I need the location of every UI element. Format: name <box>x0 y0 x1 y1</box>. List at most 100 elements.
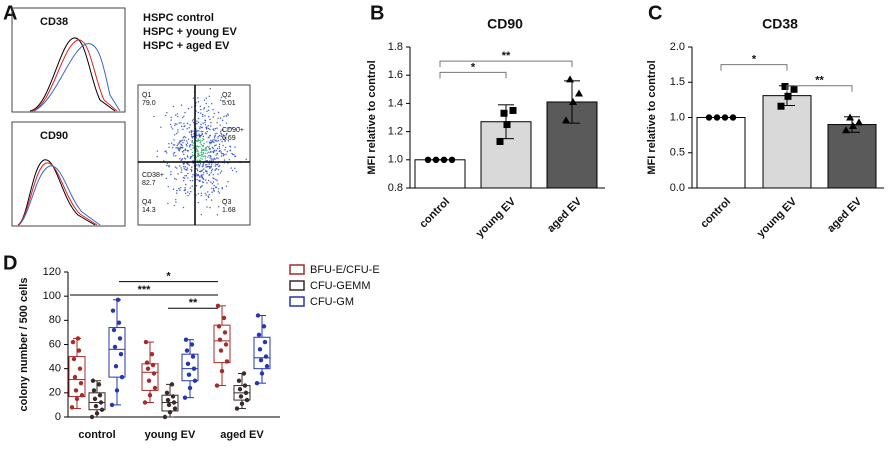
event-dot <box>184 192 187 195</box>
histogram-frame <box>11 121 126 227</box>
point <box>114 388 120 393</box>
event-dot <box>199 163 202 165</box>
event-dot <box>190 132 193 134</box>
event-dot <box>217 183 219 185</box>
histogram-curve <box>17 159 96 226</box>
point <box>91 388 97 393</box>
event-dot <box>219 130 222 133</box>
event-dot <box>210 181 212 183</box>
event-dot <box>225 122 228 124</box>
event-dot <box>225 134 228 136</box>
event-dot <box>206 152 209 154</box>
event-dot <box>212 158 214 160</box>
event-dot <box>177 173 179 175</box>
point <box>569 97 577 105</box>
event-dot <box>191 120 194 122</box>
event-dot <box>172 188 175 190</box>
event-dot <box>184 158 187 160</box>
event-dot <box>156 155 158 158</box>
event-dot <box>197 193 200 195</box>
event-dot <box>198 133 200 135</box>
event-dot <box>216 127 218 129</box>
x-tick-label: aged EV <box>545 195 585 235</box>
event-dot <box>227 140 230 142</box>
event-dot <box>188 127 190 129</box>
point <box>144 360 150 365</box>
event-dot <box>221 152 223 155</box>
point <box>185 361 191 367</box>
event-dot <box>183 139 185 141</box>
event-dot <box>209 128 211 131</box>
event-dot <box>167 185 169 188</box>
point <box>169 382 175 387</box>
event-dot <box>170 126 173 128</box>
event-dot <box>190 191 192 193</box>
event-dot <box>190 130 193 133</box>
event-dot <box>217 191 220 193</box>
event-dot <box>201 140 203 142</box>
event-dot <box>206 182 208 184</box>
event-dot <box>206 130 209 133</box>
event-dot <box>184 175 186 177</box>
event-dot <box>224 146 227 149</box>
event-dot <box>188 193 191 195</box>
event-dot <box>173 151 176 154</box>
event-dot <box>197 152 200 154</box>
y-tick-label: 1.8 <box>388 41 403 53</box>
y-axis-label: MFI relative to control <box>646 60 658 174</box>
event-dot <box>174 134 176 136</box>
event-dot <box>173 155 175 157</box>
event-dot <box>192 130 194 132</box>
event-dot <box>187 163 189 166</box>
event-dot <box>199 141 202 143</box>
event-dot <box>180 143 182 145</box>
event-dot <box>186 145 188 147</box>
event-dot <box>184 187 186 189</box>
event-dot <box>206 159 208 162</box>
event-dot <box>214 145 216 147</box>
point <box>182 395 188 400</box>
point <box>93 403 99 409</box>
point <box>74 396 80 402</box>
event-dot <box>208 154 210 157</box>
point <box>166 402 172 408</box>
event-dot <box>199 145 201 148</box>
event-dot <box>210 121 212 124</box>
event-dot <box>180 104 183 106</box>
event-dot <box>176 144 178 147</box>
event-dot <box>191 106 193 108</box>
histogram-curve <box>18 165 101 226</box>
event-dot <box>202 164 204 166</box>
event-dot <box>219 134 221 137</box>
event-dot <box>217 206 220 208</box>
point <box>781 82 789 90</box>
y-tick-label: 40 <box>49 363 61 375</box>
event-dot <box>186 150 189 152</box>
point <box>236 378 242 383</box>
box <box>108 327 126 378</box>
event-dot <box>200 170 203 172</box>
event-dot <box>187 191 189 193</box>
event-dot <box>183 135 185 138</box>
event-dot <box>202 151 204 154</box>
event-dot <box>199 154 201 157</box>
event-dot <box>187 172 189 175</box>
event-dot <box>215 168 217 170</box>
point <box>729 114 737 121</box>
event-dot <box>220 139 222 141</box>
point <box>842 126 850 134</box>
point <box>162 414 168 420</box>
event-dot <box>214 158 216 161</box>
y-tick-label: 2.0 <box>670 41 685 53</box>
event-dot <box>199 186 202 189</box>
event-dot <box>210 139 212 142</box>
panel-letter: C <box>648 2 662 24</box>
event-dot <box>191 141 193 144</box>
event-dot <box>216 157 218 159</box>
event-dot <box>175 132 178 135</box>
event-dot <box>203 108 205 110</box>
box <box>141 363 159 391</box>
point <box>217 337 223 342</box>
y-tick-label: 0 <box>55 411 61 423</box>
event-dot <box>192 118 195 120</box>
